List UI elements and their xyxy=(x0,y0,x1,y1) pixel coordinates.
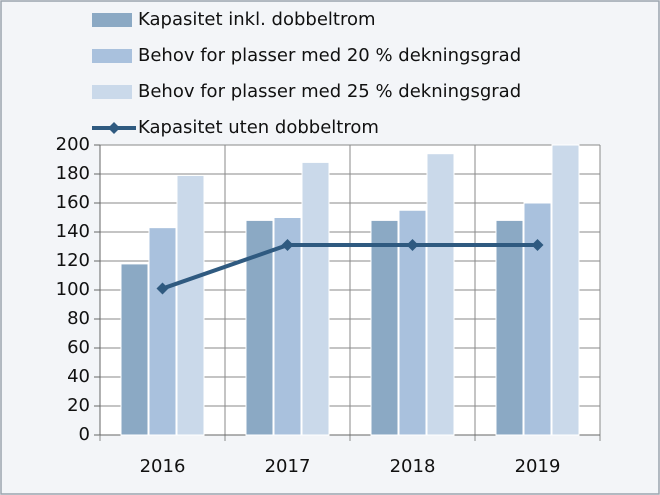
bar xyxy=(148,227,177,436)
bar xyxy=(273,217,302,436)
bar xyxy=(523,202,552,436)
legend-marker xyxy=(108,122,120,134)
x-tick-label: 2016 xyxy=(140,456,186,477)
y-tick-label: 40 xyxy=(67,366,90,387)
y-tick-label: 160 xyxy=(56,192,90,213)
x-tick-label: 2017 xyxy=(265,456,311,477)
bar xyxy=(551,144,580,436)
y-tick-label: 180 xyxy=(56,163,90,184)
line-marker xyxy=(156,282,169,295)
y-tick-label: 0 xyxy=(79,424,90,445)
legend-label: Behov for plasser med 20 % dekningsgrad xyxy=(138,45,521,66)
legend-label: Kapasitet uten dobbeltrom xyxy=(138,117,379,138)
line xyxy=(161,243,538,291)
line-marker xyxy=(406,239,419,252)
line-marker xyxy=(281,239,294,252)
legend-label: Kapasitet inkl. dobbeltrom xyxy=(138,9,376,30)
bar xyxy=(120,263,149,436)
x-tick-label: 2019 xyxy=(515,456,561,477)
bar xyxy=(301,161,330,436)
x-tick-label: 2018 xyxy=(390,456,436,477)
y-tick-label: 120 xyxy=(56,250,90,271)
legend-swatch xyxy=(92,85,132,99)
y-tick-label: 80 xyxy=(67,308,90,329)
bar xyxy=(426,153,455,436)
bar xyxy=(176,174,205,436)
y-tick-label: 140 xyxy=(56,221,90,242)
legend-label: Behov for plasser med 25 % dekningsgrad xyxy=(138,81,521,102)
y-tick-label: 100 xyxy=(56,279,90,300)
y-tick-label: 20 xyxy=(67,395,90,416)
legend-swatch xyxy=(92,13,132,27)
y-tick-label: 60 xyxy=(67,337,90,358)
bar xyxy=(495,219,524,436)
y-tick-label: 200 xyxy=(56,134,90,155)
bar xyxy=(370,219,399,436)
legend-swatch xyxy=(92,49,132,63)
line-marker xyxy=(531,239,544,252)
